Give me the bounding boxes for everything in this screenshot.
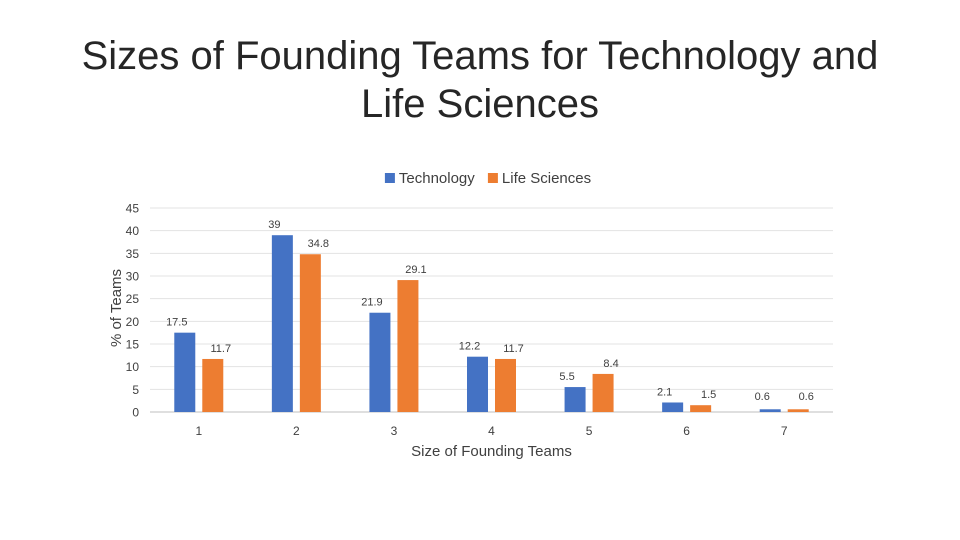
data-label: 17.5 — [166, 317, 187, 329]
legend-label: Life Sciences — [502, 170, 591, 187]
y-tick-label: 10 — [126, 360, 140, 374]
data-label: 21.9 — [361, 297, 382, 309]
y-tick-label: 15 — [126, 338, 140, 352]
legend-swatch-technology — [384, 173, 395, 183]
bar-life-sciences — [495, 358, 516, 412]
y-tick-label: 5 — [132, 383, 139, 397]
y-axis-title: % of Teams — [108, 269, 125, 347]
data-label: 11.7 — [503, 343, 524, 355]
bar-life-sciences — [202, 358, 224, 412]
legend-swatch-life-sciences — [487, 173, 498, 183]
x-tick-label: 3 — [391, 424, 398, 438]
bar-life-sciences — [592, 373, 614, 412]
x-tick-label: 1 — [195, 424, 202, 438]
page-title: Sizes of Founding Teams for Technology a… — [60, 32, 900, 128]
title-line-2: Life Sciences — [361, 82, 599, 126]
bar-technology — [467, 356, 488, 412]
data-label: 8.4 — [603, 358, 618, 370]
y-tick-label: 30 — [126, 270, 140, 284]
x-tick-label: 6 — [683, 424, 690, 438]
data-label: 5.5 — [559, 371, 574, 383]
data-label: 11.7 — [210, 343, 231, 355]
bar-technology — [369, 312, 391, 412]
bar-technology — [564, 387, 586, 412]
x-tick-label: 7 — [781, 424, 788, 438]
x-axis-title: Size of Founding Teams — [411, 443, 572, 460]
data-label: 12.2 — [459, 341, 480, 353]
bar-technology — [271, 235, 293, 412]
y-tick-label: 45 — [126, 202, 140, 216]
bar-life-sciences — [397, 280, 419, 412]
legend-label: Technology — [399, 170, 475, 187]
bar-life-sciences — [299, 254, 321, 412]
y-tick-label: 35 — [126, 247, 140, 261]
x-tick-label: 2 — [293, 424, 300, 438]
x-tick-label: 4 — [488, 424, 495, 438]
bar-life-sciences — [787, 409, 809, 412]
bar-technology — [174, 332, 196, 412]
y-tick-label: 20 — [126, 315, 140, 329]
y-tick-label: 0 — [132, 406, 139, 420]
data-label: 2.1 — [657, 386, 672, 398]
data-label: 29.1 — [405, 264, 426, 276]
title-line-1: Sizes of Founding Teams for Technology a… — [81, 34, 879, 78]
data-label: 0.6 — [755, 391, 770, 403]
bar-life-sciences — [690, 405, 712, 412]
data-label: 34.8 — [308, 238, 329, 250]
x-tick-label: 5 — [586, 424, 593, 438]
data-label: 1.5 — [701, 389, 716, 401]
y-tick-label: 25 — [126, 292, 140, 306]
data-label: 0.6 — [799, 391, 814, 403]
bar-technology — [759, 409, 781, 412]
data-label: 39 — [268, 219, 280, 231]
bar-technology — [662, 402, 684, 412]
y-tick-label: 40 — [126, 224, 140, 238]
